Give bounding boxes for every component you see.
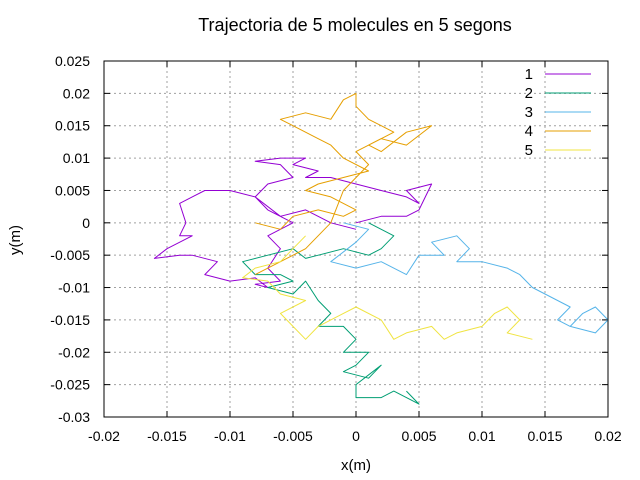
legend: 1 2 3 4 5 <box>525 66 591 159</box>
series-5-line <box>242 235 533 340</box>
legend-label-1: 1 <box>525 66 533 83</box>
y-tick-label: -0.005 <box>50 247 90 263</box>
series-2-line <box>242 222 420 405</box>
series-layer <box>153 92 609 405</box>
y-tick-label: 0.025 <box>55 53 90 69</box>
x-tick-label: 0.015 <box>527 428 562 444</box>
x-tick-label: -0.02 <box>88 428 120 444</box>
x-tick-label: 0 <box>352 428 360 444</box>
x-axis-label: x(m) <box>341 457 371 474</box>
y-tick-label: -0.03 <box>58 409 90 425</box>
series-4-line <box>254 92 433 276</box>
x-tick-label: -0.01 <box>214 428 246 444</box>
chart-title: Trajectoria de 5 molecules en 5 segons <box>198 15 512 35</box>
y-tick-label: 0.02 <box>63 85 90 101</box>
x-tick-label: -0.015 <box>147 428 187 444</box>
series-1-line <box>153 157 433 288</box>
y-tick-label: -0.01 <box>58 280 90 296</box>
series-3-line <box>330 222 609 334</box>
plot-frame <box>103 60 609 418</box>
y-axis-label: y(m) <box>7 225 24 255</box>
x-tick-label: 0.01 <box>468 428 495 444</box>
x-tick-label: 0.02 <box>594 428 621 444</box>
y-tick-label: -0.015 <box>50 312 90 328</box>
legend-label-2: 2 <box>525 85 533 102</box>
legend-label-4: 4 <box>525 123 533 140</box>
y-tick-label: 0.01 <box>63 150 90 166</box>
y-tick-label: 0.015 <box>55 118 90 134</box>
legend-label-3: 3 <box>525 104 533 121</box>
y-tick-label: -0.025 <box>50 377 90 393</box>
y-tick-label: -0.02 <box>58 344 90 360</box>
tick-labels: -0.02 -0.015 -0.01 -0.005 0 0.005 0.01 0.015 0.0… <box>50 53 622 444</box>
y-tick-label: 0.005 <box>55 182 90 198</box>
x-tick-label: 0.005 <box>401 428 436 444</box>
y-tick-label: 0 <box>82 215 90 231</box>
grid <box>103 60 609 418</box>
x-tick-label: -0.005 <box>273 428 313 444</box>
legend-label-5: 5 <box>525 142 533 159</box>
